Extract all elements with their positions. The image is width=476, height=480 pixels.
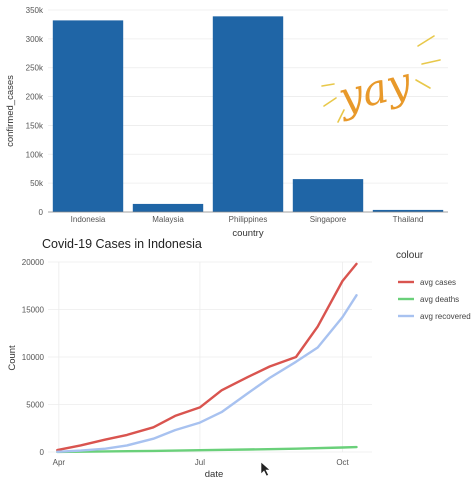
- legend-items: avg cases avg deaths avg recovered: [398, 278, 471, 321]
- legend-label: avg deaths: [420, 295, 459, 304]
- legend-label: avg recovered: [420, 312, 471, 321]
- bar-chart-x-tick-label: Malaysia: [152, 215, 184, 224]
- line-chart: Covid-19 Cases in Indonesia 0 5000 10000 15…: [7, 237, 471, 480]
- series-line-avg-recovered: [56, 294, 358, 453]
- bar-chart: 0 50k 100k 150k 200k 250k 300k 350k Indonesia Ma…: [5, 6, 448, 239]
- bar-chart-y-tick-label: 250k: [26, 64, 44, 73]
- line-chart-y-tick-label: 0: [40, 448, 45, 457]
- bar-chart-y-tick-label: 350k: [26, 6, 44, 15]
- line-chart-x-tick-label: Oct: [336, 458, 349, 467]
- bar-thailand: [372, 209, 444, 212]
- yay-text: yay: [332, 57, 417, 123]
- bar-chart-y-tick-label: 0: [39, 208, 44, 217]
- bar-chart-y-tick-label: 300k: [26, 35, 44, 44]
- bar-chart-x-tick-label: Thailand: [393, 215, 424, 224]
- bar-singapore: [292, 179, 364, 212]
- yay-annotation: yay: [321, 35, 441, 123]
- bar-chart-y-tick-label: 50k: [30, 179, 44, 188]
- bar-malaysia: [132, 203, 204, 212]
- line-chart-y-ticks: 0 5000 10000 15000 20000: [22, 258, 45, 457]
- bar-philippines: [212, 16, 284, 212]
- series-line-avg-deaths: [56, 445, 358, 454]
- legend-label: avg cases: [420, 278, 456, 287]
- line-chart-series: [56, 262, 358, 454]
- line-chart-y-tick-label: 20000: [22, 258, 45, 267]
- bar-chart-y-tick-label: 150k: [26, 121, 44, 130]
- bar-chart-x-tick-label: Indonesia: [71, 215, 106, 224]
- bar-chart-x-tick-label: Philippines: [229, 215, 268, 224]
- yay-sparkle-rays: [321, 35, 441, 123]
- legend-title: colour: [396, 250, 424, 261]
- mouse-cursor-icon: [260, 461, 271, 477]
- line-chart-x-axis-label: date: [205, 469, 224, 480]
- line-chart-y-axis-label: Count: [7, 345, 18, 371]
- line-chart-legend: colour avg cases avg deaths avg recovered: [396, 250, 471, 321]
- bar-chart-bars: [52, 16, 444, 213]
- line-chart-gridlines: [48, 261, 372, 453]
- line-chart-y-tick-label: 10000: [22, 353, 45, 362]
- line-chart-y-tick-label: 15000: [22, 306, 45, 315]
- series-line-avg-cases: [56, 262, 358, 452]
- line-chart-x-tick-label: Apr: [53, 458, 66, 467]
- line-chart-x-ticks: Apr Jul Oct: [53, 458, 350, 467]
- bar-indonesia: [52, 20, 124, 213]
- bar-chart-x-ticks: Indonesia Malaysia Philippines Singapore Tha…: [71, 215, 424, 224]
- bar-chart-x-tick-label: Singapore: [310, 215, 347, 224]
- bar-chart-y-axis-label: confirmed_cases: [5, 75, 16, 147]
- line-chart-y-tick-label: 5000: [26, 401, 44, 410]
- line-chart-x-tick-label: Jul: [195, 458, 205, 467]
- bar-chart-y-tick-label: 200k: [26, 93, 44, 102]
- bar-chart-y-tick-label: 100k: [26, 150, 44, 159]
- bar-chart-y-ticks: 0 50k 100k 150k 200k 250k 300k 350k: [26, 6, 44, 217]
- bar-chart-x-axis-label: country: [232, 228, 263, 239]
- line-chart-title: Covid-19 Cases in Indonesia: [42, 237, 202, 251]
